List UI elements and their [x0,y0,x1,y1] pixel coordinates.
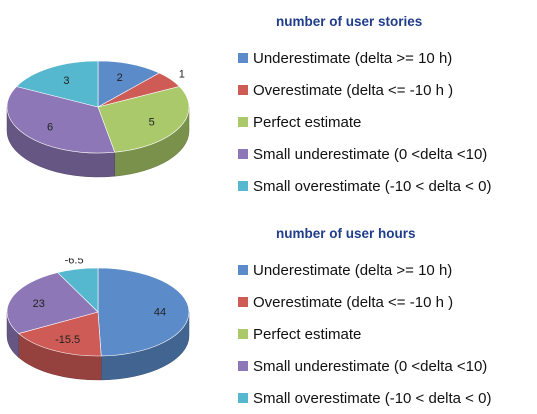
pie-top [6,60,190,154]
legend-item: Overestimate (delta <= -10 h ) [238,286,533,318]
data-label: 5 [149,116,155,128]
legend-item: Overestimate (delta <= -10 h ) [238,74,533,106]
chart-title-user-stories: number of user stories [276,14,423,29]
pie-slice [97,267,190,357]
chart-title-user-hours: number of user hours [276,226,416,241]
legend-item: Small underestimate (0 <delta <10) [238,138,533,170]
pie-slice [15,60,99,108]
legend-item: Small underestimate (0 <delta <10) [238,350,533,382]
legend-item: Small overestimate (-10 < delta < 0) [238,170,533,202]
legend-item: Perfect estimate [238,318,533,350]
legend-label: Small underestimate (0 <delta <10) [253,145,488,163]
legend-swatch [238,361,248,371]
legend-label: Small overestimate (-10 < delta < 0) [253,177,492,195]
pie-slice [97,86,190,153]
legend-label: Small underestimate (0 <delta <10) [253,357,488,375]
legend-label: Perfect estimate [253,325,362,343]
legend-label: Perfect estimate [253,113,362,131]
legend-swatch [238,297,248,307]
pie-slice [6,86,116,154]
legend-item: Underestimate (delta >= 10 h) [238,254,533,286]
data-label: 2 [117,72,123,84]
legend-swatch [238,265,248,275]
data-label: 3 [63,75,69,87]
data-label: 6 [47,121,53,133]
legend-swatch [238,117,248,127]
pie-slice [97,60,160,108]
legend-swatch [238,85,248,95]
legend-user-stories: number of user stories Underestimate (de… [238,14,533,202]
legend-label: Underestimate (delta >= 10 h) [253,49,453,67]
legend-item: Perfect estimate [238,106,533,138]
legend-swatch [238,393,248,403]
pie-top [6,267,190,357]
legend-item: Small overestimate (-10 < delta < 0) [238,382,533,414]
legend-label: Underestimate (delta >= 10 h) [253,261,453,279]
pie-chart-user-stories: 2 1 5 6 3 [6,60,190,178]
data-label: -6.5 [65,258,84,266]
legend-label: Overestimate (delta <= -10 h ) [253,293,454,311]
data-label: 44 [154,306,166,318]
legend-item: Underestimate (delta >= 10 h) [238,42,533,74]
legend-swatch [238,181,248,191]
legend-swatch [238,149,248,159]
legend-swatch [238,329,248,339]
pie-chart-user-hours: 44 -15.5 23 -6.5 [6,258,190,381]
pie-side-walls [6,311,190,381]
legend-swatch [238,53,248,63]
legend-user-hours: number of user hours Underestimate (delt… [238,226,533,414]
legend-label: Small overestimate (-10 < delta < 0) [253,389,492,407]
data-label: 23 [33,298,45,310]
data-label: 1 [179,68,185,80]
data-label: -15.5 [55,334,80,346]
pie-slice [57,267,99,313]
legend-label: Overestimate (delta <= -10 h ) [253,81,454,99]
pie-slice [6,272,99,334]
pie-slice [18,311,102,357]
